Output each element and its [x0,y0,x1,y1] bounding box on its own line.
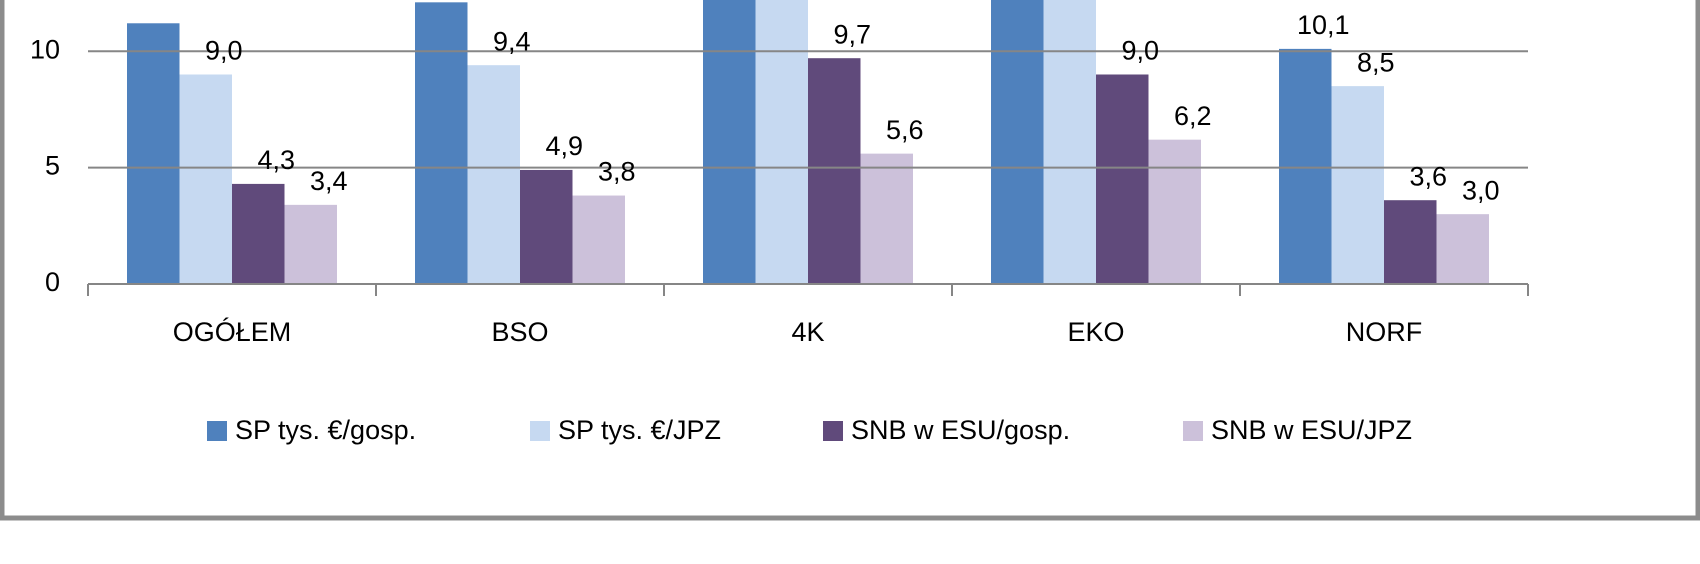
value-label: 9,0 [1121,36,1159,66]
value-label: 4,9 [545,131,583,161]
value-label: 4,3 [257,145,295,175]
bar [703,0,756,285]
bar [232,183,285,284]
legend-swatch [530,421,550,441]
legend-label: SP tys. €/gosp. [235,415,416,445]
bar [755,0,808,285]
bar [1436,214,1489,284]
bar [1279,48,1332,284]
value-label: 9,4 [493,26,531,56]
bar [1331,86,1384,284]
y-tick-label: 10 [30,34,60,64]
bar [1043,0,1096,284]
value-label: 3,0 [1462,175,1500,205]
value-label: 3,6 [1409,161,1447,191]
legend-label: SNB w ESU/JPZ [1211,415,1412,445]
bar [520,169,573,284]
value-label: 8,5 [1357,47,1395,77]
legend-swatch [1183,421,1203,441]
value-label: 3,4 [310,166,348,196]
bar [1148,139,1201,284]
bar [1096,74,1149,284]
bar [808,58,861,285]
value-label: 9,7 [833,19,871,49]
value-label: 5,6 [886,115,924,145]
x-tick-label: OGÓŁEM [173,316,292,347]
bar [572,195,625,284]
legend-swatch [823,421,843,441]
legend-swatch [207,421,227,441]
x-tick-label: 4K [791,317,824,347]
chart-frame [0,0,1700,521]
x-tick-label: EKO [1067,317,1124,347]
value-label: 10,1 [1297,10,1350,40]
bar [860,153,913,284]
y-tick-label: 0 [45,267,60,297]
y-tick-label: 5 [45,151,60,181]
bar [179,74,232,284]
x-tick-label: NORF [1346,317,1423,347]
bar [415,2,468,284]
x-tick-label: BSO [491,317,548,347]
bar [127,23,180,285]
value-label: 3,8 [598,157,636,187]
bar [991,0,1044,285]
legend-label: SP tys. €/JPZ [558,415,721,445]
bar [1384,200,1437,284]
bar [284,204,337,284]
value-label: 9,0 [205,36,243,66]
legend-label: SNB w ESU/gosp. [851,415,1070,445]
bar [467,65,520,284]
value-label: 6,2 [1174,101,1212,131]
